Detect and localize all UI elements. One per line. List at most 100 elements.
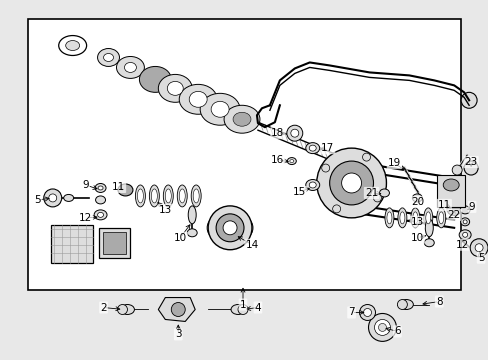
Bar bbox=[99, 228, 130, 258]
Ellipse shape bbox=[412, 212, 417, 224]
Ellipse shape bbox=[95, 196, 105, 204]
Circle shape bbox=[362, 153, 370, 161]
Circle shape bbox=[216, 214, 244, 242]
Ellipse shape bbox=[177, 185, 187, 207]
Text: 1: 1 bbox=[239, 300, 246, 310]
Ellipse shape bbox=[379, 189, 388, 197]
Text: 15: 15 bbox=[293, 187, 306, 197]
Bar bbox=[28, 19, 460, 289]
Ellipse shape bbox=[149, 185, 159, 207]
Circle shape bbox=[332, 205, 340, 213]
Circle shape bbox=[117, 305, 127, 315]
Text: 9: 9 bbox=[82, 180, 89, 190]
Ellipse shape bbox=[424, 239, 433, 247]
Circle shape bbox=[171, 302, 185, 316]
Circle shape bbox=[238, 305, 247, 315]
Bar bbox=[436, 175, 464, 207]
Ellipse shape bbox=[95, 184, 106, 193]
Ellipse shape bbox=[462, 220, 466, 224]
Ellipse shape bbox=[103, 54, 113, 62]
Ellipse shape bbox=[305, 180, 319, 190]
Ellipse shape bbox=[458, 230, 470, 240]
Ellipse shape bbox=[120, 305, 134, 315]
Ellipse shape bbox=[397, 208, 406, 228]
Circle shape bbox=[469, 239, 487, 257]
Ellipse shape bbox=[463, 161, 477, 175]
Ellipse shape bbox=[423, 208, 432, 228]
Ellipse shape bbox=[187, 229, 197, 237]
Ellipse shape bbox=[167, 81, 183, 95]
Ellipse shape bbox=[447, 204, 460, 215]
Ellipse shape bbox=[308, 182, 316, 188]
Text: 17: 17 bbox=[321, 143, 334, 153]
Ellipse shape bbox=[65, 41, 80, 50]
Ellipse shape bbox=[386, 212, 391, 224]
Ellipse shape bbox=[287, 158, 296, 165]
Circle shape bbox=[49, 194, 57, 202]
Text: 21: 21 bbox=[364, 188, 377, 198]
Text: 22: 22 bbox=[447, 210, 460, 220]
Ellipse shape bbox=[438, 212, 443, 224]
Text: 3: 3 bbox=[175, 329, 181, 339]
Circle shape bbox=[208, 206, 251, 250]
Ellipse shape bbox=[94, 210, 107, 220]
Ellipse shape bbox=[118, 184, 133, 196]
Ellipse shape bbox=[189, 91, 207, 107]
Ellipse shape bbox=[193, 189, 199, 203]
Circle shape bbox=[474, 244, 482, 252]
Text: 4: 4 bbox=[254, 302, 261, 312]
Ellipse shape bbox=[179, 189, 185, 203]
Text: 16: 16 bbox=[271, 155, 284, 165]
Text: 8: 8 bbox=[435, 297, 442, 306]
Polygon shape bbox=[158, 298, 195, 321]
Ellipse shape bbox=[425, 212, 430, 224]
Circle shape bbox=[316, 148, 386, 218]
Ellipse shape bbox=[163, 185, 173, 207]
Ellipse shape bbox=[399, 300, 412, 310]
Ellipse shape bbox=[211, 101, 228, 117]
Ellipse shape bbox=[230, 305, 244, 315]
Text: 7: 7 bbox=[347, 307, 354, 318]
Bar bbox=[51, 225, 92, 263]
Ellipse shape bbox=[158, 75, 192, 102]
Text: 20: 20 bbox=[410, 197, 423, 207]
Circle shape bbox=[359, 305, 375, 320]
Ellipse shape bbox=[151, 189, 157, 203]
Text: 6: 6 bbox=[393, 327, 400, 336]
Ellipse shape bbox=[410, 208, 419, 228]
Text: 10: 10 bbox=[410, 233, 423, 243]
Text: 14: 14 bbox=[245, 240, 258, 250]
Ellipse shape bbox=[191, 185, 201, 207]
Text: 13: 13 bbox=[410, 217, 423, 227]
Ellipse shape bbox=[384, 208, 393, 228]
Bar bbox=[102, 232, 126, 254]
Text: 11: 11 bbox=[437, 200, 450, 210]
Text: 23: 23 bbox=[464, 157, 477, 167]
Ellipse shape bbox=[308, 145, 316, 151]
Circle shape bbox=[451, 165, 461, 175]
Circle shape bbox=[286, 125, 302, 141]
Text: 10: 10 bbox=[173, 233, 186, 243]
Text: 19: 19 bbox=[387, 158, 400, 168]
Ellipse shape bbox=[442, 179, 458, 191]
Text: 11: 11 bbox=[112, 182, 125, 192]
Ellipse shape bbox=[137, 189, 143, 203]
Ellipse shape bbox=[224, 105, 260, 133]
Text: 13: 13 bbox=[159, 205, 172, 215]
Text: 9: 9 bbox=[468, 202, 474, 212]
Circle shape bbox=[321, 164, 329, 172]
Circle shape bbox=[223, 221, 237, 235]
Circle shape bbox=[378, 323, 386, 332]
Ellipse shape bbox=[436, 208, 445, 228]
Text: 5: 5 bbox=[477, 253, 484, 263]
Circle shape bbox=[341, 173, 361, 193]
Ellipse shape bbox=[243, 220, 252, 236]
Ellipse shape bbox=[462, 232, 467, 237]
Ellipse shape bbox=[139, 67, 171, 92]
Ellipse shape bbox=[207, 220, 217, 236]
Ellipse shape bbox=[135, 185, 145, 207]
Circle shape bbox=[368, 314, 396, 341]
Circle shape bbox=[373, 194, 381, 202]
Circle shape bbox=[363, 309, 371, 316]
Text: 18: 18 bbox=[271, 128, 284, 138]
